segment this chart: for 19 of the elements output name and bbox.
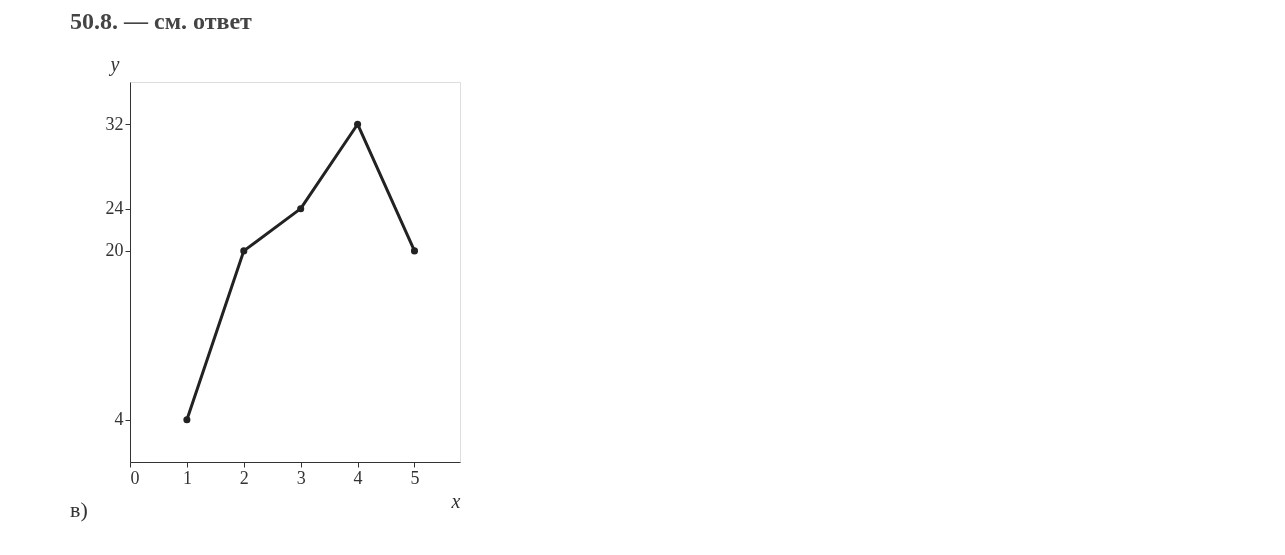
x-tick-label: 5 [410, 467, 420, 488]
point [354, 120, 362, 128]
point [240, 247, 248, 255]
x-tick-label: 0 [130, 467, 140, 488]
chart-title: 50.8. — см. ответ [70, 8, 253, 34]
point [410, 247, 419, 255]
x-tick-label: 1 [182, 467, 192, 488]
y-tick-label: 20 [105, 240, 124, 261]
y-axis-title: y [108, 52, 120, 76]
point [297, 205, 305, 213]
x-tick-label: 3 [296, 467, 306, 488]
y-tick-label: 4 [114, 409, 124, 430]
x-axis-title: x [450, 489, 461, 512]
y-tick-label: 32 [105, 113, 124, 134]
x-tick-label: 2 [239, 467, 249, 488]
x-tick-label: 4 [353, 467, 363, 488]
y-tick-label: 24 [105, 198, 124, 219]
text: в) [70, 497, 88, 522]
point [183, 416, 191, 424]
